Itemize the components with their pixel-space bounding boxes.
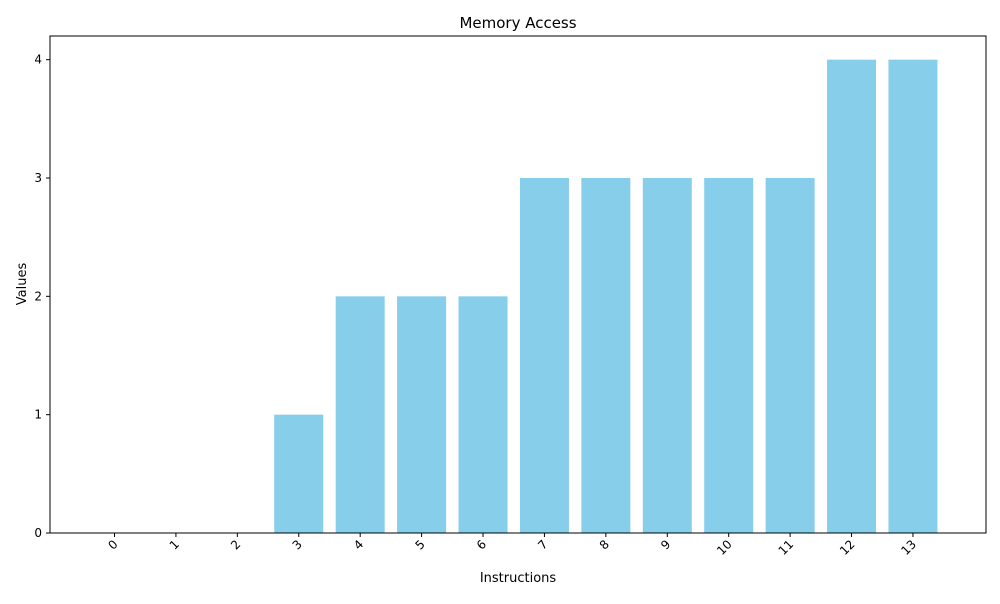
bar-6 — [458, 296, 508, 533]
y-tick-label-0: 0 — [34, 526, 42, 540]
y-tick-label-1: 1 — [34, 408, 42, 422]
y-tick-label-4: 4 — [34, 53, 42, 67]
bars-layer — [274, 59, 938, 534]
chart-title: Memory Access — [459, 14, 576, 32]
x-axis-label: Instructions — [480, 571, 557, 586]
bar-7 — [519, 178, 569, 533]
bar-4 — [335, 296, 385, 533]
y-axis-label: Values — [15, 263, 30, 306]
bar-12 — [827, 59, 877, 534]
y-tick-label-3: 3 — [34, 171, 42, 185]
bar-10 — [704, 178, 754, 533]
bar-9 — [642, 178, 692, 533]
bar-11 — [765, 178, 815, 533]
y-axis-ticks: 0 1 2 3 4 — [34, 53, 50, 540]
plot-frame — [49, 35, 987, 534]
y-tick-label-2: 2 — [34, 289, 42, 303]
bar-3 — [274, 414, 324, 533]
bar-8 — [581, 178, 631, 533]
bar-13 — [888, 59, 938, 534]
bar-5 — [397, 296, 447, 533]
